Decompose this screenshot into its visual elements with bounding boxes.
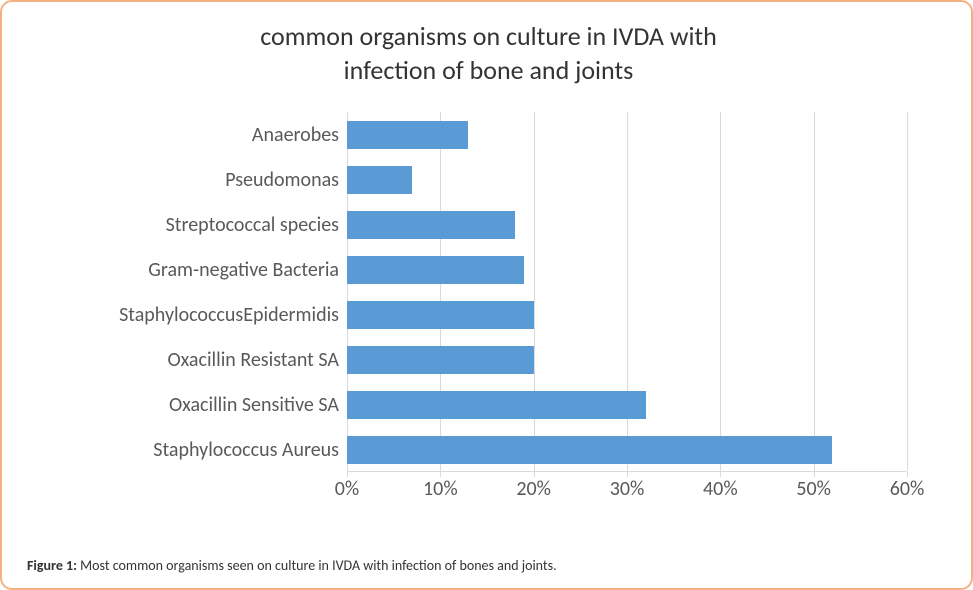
y-axis-label: Gram-negative Bacteria	[148, 258, 339, 282]
y-axis-label: Oxacillin Sensitive SA	[169, 393, 339, 417]
x-tick-label: 0%	[335, 477, 359, 501]
figure-caption-label: Figure 1:	[27, 557, 77, 574]
chart-region: common organisms on culture in IVDA with…	[32, 12, 945, 537]
bar	[347, 121, 468, 149]
bar	[347, 346, 534, 374]
x-tick-label: 10%	[423, 477, 458, 501]
bar	[347, 166, 412, 194]
x-tick-label: 50%	[796, 477, 831, 501]
bar	[347, 301, 534, 329]
y-axis-label: Streptococcal species	[166, 213, 339, 237]
x-tick-label: 30%	[610, 477, 645, 501]
chart-title: common organisms on culture in IVDA with…	[32, 12, 945, 88]
x-tick-label: 20%	[516, 477, 551, 501]
plot-wrap: Anaerobes Pseudomonas Streptococcal specie…	[32, 112, 945, 512]
bar	[347, 256, 524, 284]
figure-caption: Figure 1: Most common organisms seen on …	[27, 557, 557, 574]
chart-title-line1: common organisms on culture in IVDA with	[260, 20, 717, 52]
x-tick-label: 40%	[703, 477, 738, 501]
y-axis-label: Pseudomonas	[225, 168, 339, 192]
gridline	[720, 112, 721, 471]
bar	[347, 436, 832, 464]
gridline	[907, 112, 908, 471]
gridline	[814, 112, 815, 471]
figure-caption-text: Most common organisms seen on culture in…	[77, 557, 557, 574]
bar	[347, 391, 646, 419]
x-axis-ticks: 0%10%20%30%40%50%60%	[347, 477, 907, 507]
y-axis-label: Staphylococcus Aureus	[153, 438, 339, 462]
y-axis-label: Anaerobes	[252, 123, 339, 147]
x-tick-label: 60%	[890, 477, 925, 501]
figure-frame: common organisms on culture in IVDA with…	[0, 0, 973, 590]
chart-title-line2: infection of bone and joints	[344, 54, 634, 86]
y-axis-label: Oxacillin Resistant SA	[167, 348, 339, 372]
plot-area	[347, 112, 907, 472]
y-axis-label: StaphylococcusEpidermidis	[119, 303, 339, 327]
y-axis-labels: Anaerobes Pseudomonas Streptococcal specie…	[32, 112, 347, 472]
bar	[347, 211, 515, 239]
